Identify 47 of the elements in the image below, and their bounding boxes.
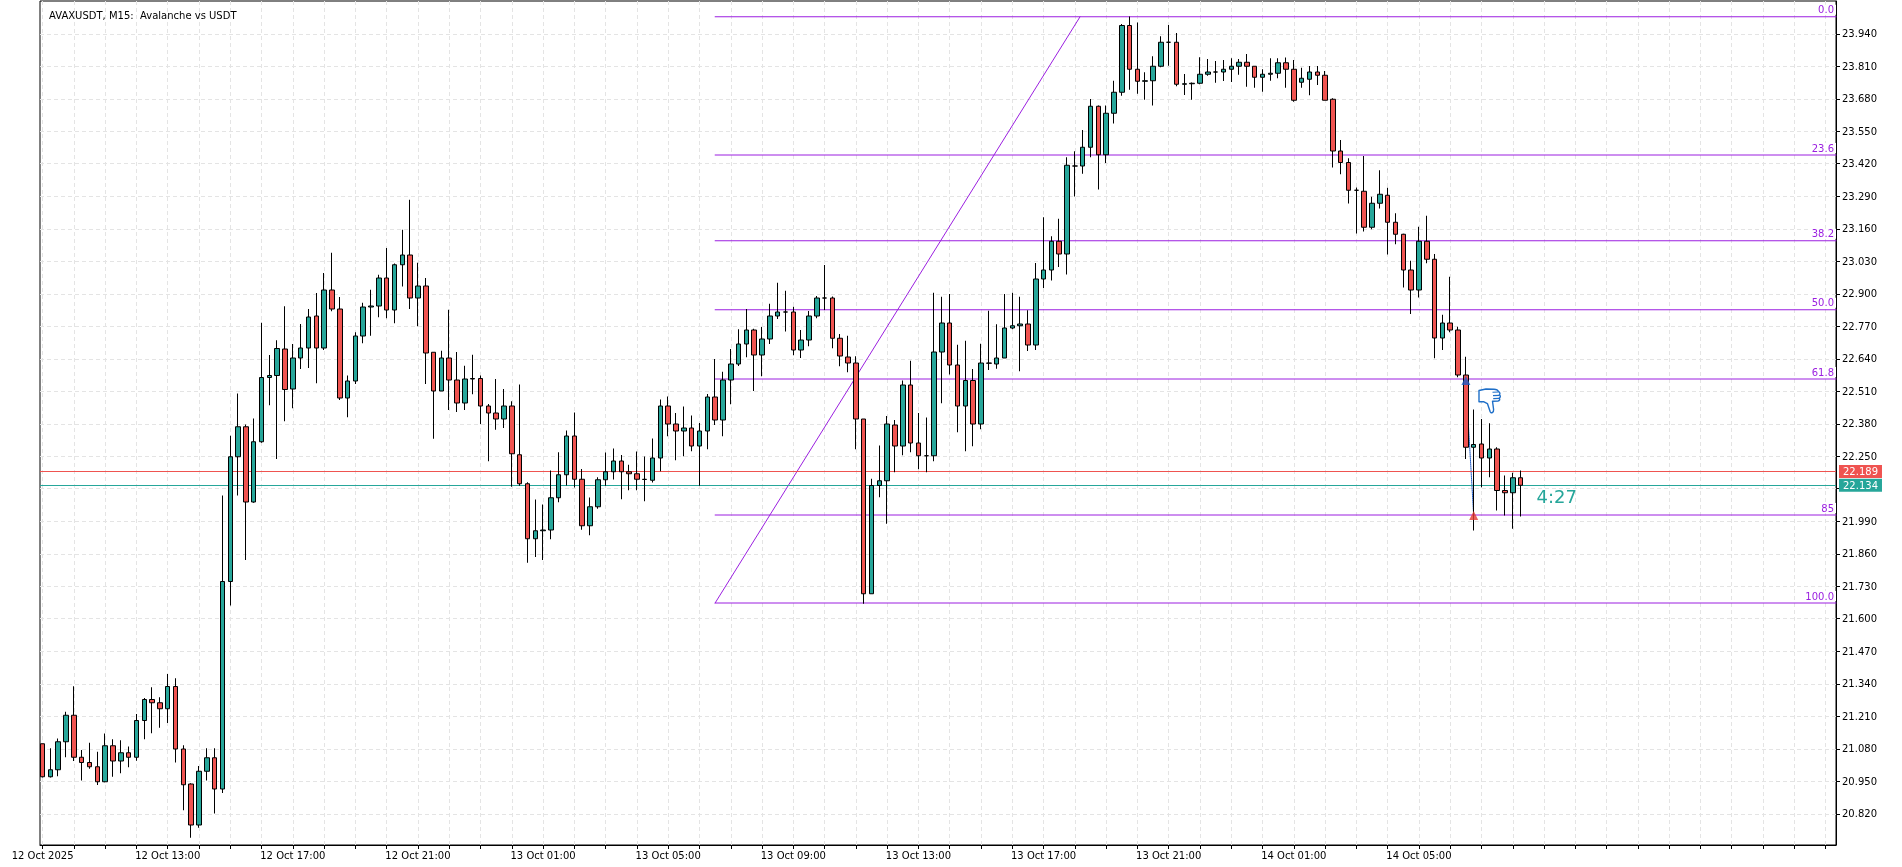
series-label: 50.0 <box>1811 297 1834 309</box>
x-tick-label: 12 Oct 21:00 <box>385 849 451 861</box>
x-tick-label: 13 Oct 21:00 <box>1136 849 1202 861</box>
y-tick-label: 23.290 <box>1842 190 1877 202</box>
x-tick-label: 13 Oct 13:00 <box>885 849 952 861</box>
y-tick-label: 22.770 <box>1842 320 1877 332</box>
y-tick-label: 20.950 <box>1842 775 1877 787</box>
y-tick-label: 21.600 <box>1842 613 1877 625</box>
y-tick-label: 22.640 <box>1842 353 1877 365</box>
y-tick-label: 22.900 <box>1842 288 1877 300</box>
x-tick-label: 14 Oct 01:00 <box>1261 849 1327 861</box>
series-label: 23.6 <box>1811 142 1834 154</box>
y-tick-label: 22.510 <box>1842 385 1877 397</box>
x-tick-label: 13 Oct 01:00 <box>510 849 576 861</box>
series-label: 61.8 <box>1811 366 1834 378</box>
x-tick-label: 13 Oct 05:00 <box>635 849 701 861</box>
y-tick-label: 22.380 <box>1842 418 1877 430</box>
series-label: 85 <box>1821 502 1834 514</box>
y-tick-label: 23.420 <box>1842 158 1877 170</box>
y-tick-label: 21.470 <box>1842 645 1877 657</box>
x-tick-label: 14 Oct 05:00 <box>1386 849 1452 861</box>
y-tick-label: 23.940 <box>1842 28 1877 40</box>
text: AVAXUSDT, M15: Avalanche vs USDT <box>49 9 238 21</box>
y-tick-label: 21.080 <box>1842 743 1877 755</box>
x-tick-label: 13 Oct 17:00 <box>1010 849 1077 861</box>
x-tick-label: 12 Oct 2025 <box>11 849 74 861</box>
y-tick-label: 21.860 <box>1842 548 1877 560</box>
y-tick-label: 23.550 <box>1842 125 1877 137</box>
y-tick-label: 21.730 <box>1842 580 1877 592</box>
x-tick-label: 12 Oct 13:00 <box>135 849 201 861</box>
annotation: 4:27 <box>1536 485 1578 507</box>
y-tick-label: 21.210 <box>1842 710 1877 722</box>
ref-line-label: 22.189 <box>1843 466 1878 477</box>
series-label: 38.2 <box>1811 228 1834 240</box>
ref-line-label: 22.134 <box>1843 479 1878 491</box>
y-tick-label: 22.250 <box>1842 450 1877 462</box>
y-tick-label: 21.340 <box>1842 678 1877 690</box>
y-tick-label: 23.030 <box>1842 255 1877 267</box>
x-tick-label: 12 Oct 17:00 <box>260 849 326 861</box>
y-tick-label: 23.810 <box>1842 60 1877 72</box>
y-tick-label: 23.160 <box>1842 223 1877 235</box>
series-label: 100.0 <box>1805 590 1834 602</box>
y-tick-label: 21.990 <box>1842 515 1877 527</box>
y-tick-label: 23.680 <box>1842 93 1877 105</box>
x-tick-label: 13 Oct 09:00 <box>760 849 826 861</box>
y-tick-label: 20.820 <box>1842 808 1877 820</box>
series-label: 0.0 <box>1818 4 1834 16</box>
